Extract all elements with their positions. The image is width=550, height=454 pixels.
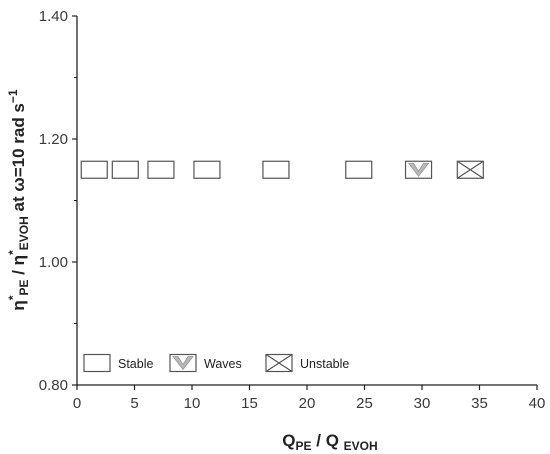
y-tick-label: 1.20 xyxy=(39,131,68,148)
data-point-unstable xyxy=(456,160,484,179)
y-axis-title: η*PE / η*EVOH at ω=10 rad s−1 xyxy=(6,89,31,310)
x-tick-label: 15 xyxy=(241,395,258,412)
legend-label-stable: Stable xyxy=(118,357,153,371)
x-tick-label: 25 xyxy=(356,395,373,412)
x-ticks: 0 5 10 15 20 25 30 35 40 xyxy=(73,385,546,412)
data-point-stable xyxy=(111,160,139,179)
y-tick-label: 1.00 xyxy=(39,254,68,271)
x-tick-label: 10 xyxy=(184,395,201,412)
x-tick-label: 20 xyxy=(299,395,316,412)
x-tick-label: 30 xyxy=(414,395,431,412)
legend-marker-waves xyxy=(169,353,197,373)
data-point-stable xyxy=(80,160,108,179)
y-ticks: 0.80 1.00 1.20 1.40 xyxy=(39,8,77,394)
data-point-waves xyxy=(404,160,433,179)
data-point-stable xyxy=(262,160,290,179)
legend-label-waves: Waves xyxy=(204,357,242,371)
legend-label-unstable: Unstable xyxy=(300,357,349,371)
y-tick-label: 0.80 xyxy=(39,377,68,394)
x-tick-label: 40 xyxy=(529,395,546,412)
legend: Stable Waves Unstable xyxy=(83,353,349,373)
axes xyxy=(76,16,537,386)
data-point-stable xyxy=(345,160,373,179)
y-tick-label: 1.40 xyxy=(39,8,68,25)
x-axis-title: QPE / Q EVOH xyxy=(282,431,377,453)
data-point-stable xyxy=(147,160,175,179)
data-point-stable xyxy=(193,160,221,179)
legend-marker-unstable xyxy=(265,353,293,373)
x-tick-label: 35 xyxy=(471,395,488,412)
x-tick-label: 5 xyxy=(130,395,138,412)
data-points xyxy=(80,160,484,179)
x-tick-label: 0 xyxy=(73,395,81,412)
legend-marker-stable xyxy=(83,353,111,373)
